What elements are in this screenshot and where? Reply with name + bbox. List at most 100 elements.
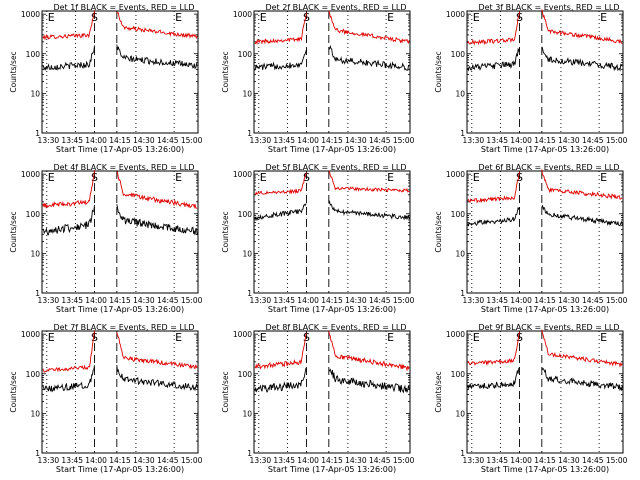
x-tick-label: 13:30 (250, 456, 272, 465)
x-axis-label: Start Time (17-Apr-05 13:26:00) (56, 145, 184, 154)
x-tick-label: 14:00 (297, 136, 319, 145)
series-line-lld-post (116, 171, 198, 209)
x-tick-label: 14:00 (297, 296, 319, 305)
x-axis-label: Start Time (17-Apr-05 13:26:00) (268, 145, 396, 154)
y-tick-label: 10 (242, 249, 252, 258)
marker-label-S: S (303, 11, 310, 24)
x-tick-label: 14:00 (510, 296, 532, 305)
series-line-lld-post (116, 11, 198, 40)
y-tick-label: 1 (35, 129, 40, 138)
series-line-events-post (541, 46, 623, 72)
y-tick-label: 100 (451, 50, 466, 59)
marker-label-E: E (175, 331, 182, 344)
y-tick-label: 1 (460, 289, 465, 298)
y-tick-label: 1 (35, 449, 40, 458)
x-tick-label: 14:15 (534, 296, 556, 305)
series-line-events-pre (42, 365, 95, 393)
y-tick-label: 1000 (446, 330, 465, 339)
x-tick-label: 13:45 (486, 296, 508, 305)
chart-title: Det 1f BLACK = Events, RED = LLD (53, 3, 194, 12)
series-line-lld-post (328, 330, 410, 372)
series-line-lld-pre (467, 171, 520, 204)
series-line-events-pre (42, 204, 95, 236)
x-tick-label: 13:45 (61, 296, 83, 305)
x-tick-label: 14:30 (133, 136, 155, 145)
x-tick-label: 13:30 (38, 136, 60, 145)
series-line-lld-post (116, 332, 198, 370)
y-tick-label: 100 (26, 210, 41, 219)
y-tick-label: 100 (26, 370, 41, 379)
marker-label-E: E (387, 331, 394, 344)
chart-title: Det 9f BLACK = Events, RED = LLD (478, 323, 619, 332)
series-line-events-post (541, 204, 623, 227)
plot-frame (466, 170, 624, 294)
chart-title: Det 2f BLACK = Events, RED = LLD (265, 3, 406, 12)
marker-label-S: S (516, 331, 523, 344)
series-line-events-post (328, 368, 410, 394)
x-tick-label: 14:00 (85, 296, 107, 305)
x-tick-label: 14:15 (109, 136, 131, 145)
y-tick-label: 1000 (446, 10, 465, 19)
x-tick-label: 13:45 (486, 456, 508, 465)
marker-label-E: E (473, 171, 480, 184)
x-tick-label: 14:15 (321, 296, 343, 305)
marker-label-E: E (175, 171, 182, 184)
marker-label-E: E (387, 11, 394, 24)
x-tick-label: 13:30 (250, 296, 272, 305)
series-line-lld-pre (254, 12, 307, 45)
plot-frame (253, 170, 411, 294)
series-line-lld-post (541, 329, 623, 368)
marker-label-S: S (516, 11, 523, 24)
series-line-lld-post (328, 10, 410, 45)
x-tick-label: 14:45 (582, 296, 604, 305)
marker-label-E: E (387, 171, 394, 184)
x-tick-label: 15:00 (181, 136, 203, 145)
x-tick-label: 15:00 (181, 296, 203, 305)
y-tick-label: 10 (455, 409, 465, 418)
plot-frame (41, 170, 199, 294)
x-tick-label: 13:45 (61, 136, 83, 145)
x-axis-label: Start Time (17-Apr-05 13:26:00) (268, 305, 396, 314)
y-tick-label: 1000 (21, 330, 40, 339)
chart-panel-3: Det 3f BLACK = Events, RED = LLD 1 10 100 10… (434, 3, 628, 154)
x-tick-label: 14:30 (345, 296, 367, 305)
x-tick-label: 13:30 (250, 136, 272, 145)
x-tick-label: 14:45 (157, 296, 179, 305)
chart-panel-5: Det 5f BLACK = Events, RED = LLD 1 10 100 10… (221, 163, 415, 314)
y-tick-label: 100 (451, 370, 466, 379)
y-axis-label: Counts/sec (434, 371, 443, 412)
x-axis-label: Start Time (17-Apr-05 13:26:00) (481, 465, 609, 474)
chart-title: Det 7f BLACK = Events, RED = LLD (53, 323, 194, 332)
series-line-events-post (116, 44, 198, 70)
x-tick-label: 15:00 (181, 456, 203, 465)
x-tick-label: 13:30 (38, 296, 60, 305)
chart-title: Det 8f BLACK = Events, RED = LLD (265, 323, 406, 332)
marker-label-E: E (260, 331, 267, 344)
series-line-events-pre (42, 45, 95, 71)
series-line-lld-pre (254, 172, 307, 196)
y-axis-label: Counts/sec (221, 51, 230, 92)
x-tick-label: 14:15 (534, 456, 556, 465)
plot-frame (41, 10, 199, 134)
x-tick-label: 15:00 (606, 296, 628, 305)
y-tick-label: 1000 (21, 10, 40, 19)
y-tick-label: 1 (35, 289, 40, 298)
x-tick-label: 15:00 (606, 456, 628, 465)
marker-label-S: S (303, 171, 310, 184)
marker-label-E: E (473, 331, 480, 344)
x-tick-label: 13:45 (273, 296, 295, 305)
x-tick-label: 13:30 (463, 136, 485, 145)
series-line-lld-post (541, 9, 623, 44)
series-line-events-post (116, 364, 198, 392)
series-line-events-post (541, 366, 623, 392)
marker-label-E: E (260, 171, 267, 184)
y-tick-label: 100 (238, 50, 253, 59)
y-tick-label: 10 (455, 89, 465, 98)
y-tick-label: 100 (238, 210, 253, 219)
marker-label-E: E (260, 11, 267, 24)
series-line-lld-post (541, 169, 623, 200)
plot-frame (41, 330, 199, 454)
series-line-lld-post (328, 170, 410, 193)
chart-title: Det 6f BLACK = Events, RED = LLD (478, 163, 619, 172)
